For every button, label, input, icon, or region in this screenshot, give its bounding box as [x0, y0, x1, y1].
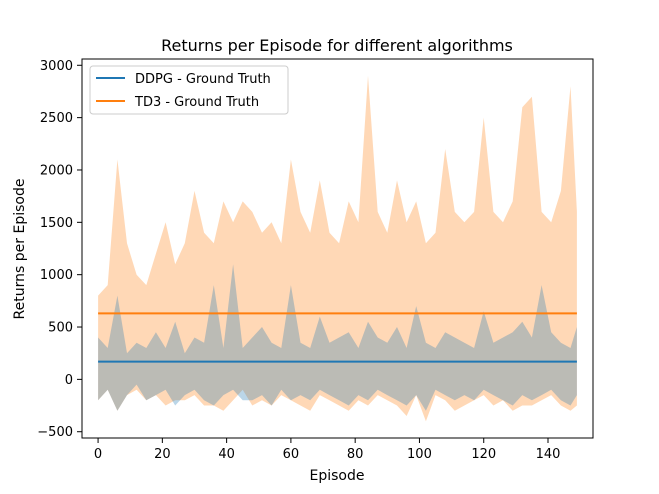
x-tick-label: 140: [536, 447, 561, 462]
y-axis-label: Returns per Episode: [12, 179, 28, 320]
y-tick-label: 0: [65, 373, 73, 388]
chart-title: Returns per Episode for different algori…: [161, 36, 513, 55]
y-tick-label: −500: [37, 425, 73, 440]
band-series-1: [98, 75, 577, 422]
x-tick-label: 40: [218, 447, 235, 462]
legend-box: [89, 65, 289, 115]
y-tick-label: 1500: [40, 216, 73, 231]
legend-label-ddpg: DDPG - Ground Truth: [135, 72, 271, 87]
plot-frame: [81, 58, 594, 439]
x-tick-label: 80: [347, 447, 364, 462]
x-tick-label: 120: [471, 447, 496, 462]
x-tick-label: 60: [283, 447, 300, 462]
series-lines: [98, 312, 577, 363]
y-tick-label: 3000: [40, 59, 73, 74]
legend: DDPG - Ground Truth TD3 - Ground Truth: [89, 65, 289, 115]
x-axis-ticks: 0 20 40 60 80 100 120 140: [94, 438, 560, 462]
x-tick-label: 0: [94, 447, 102, 462]
x-tick-label: 100: [407, 447, 432, 462]
y-tick-label: 2000: [40, 163, 73, 178]
x-tick-label: 20: [154, 447, 171, 462]
confidence-bands: [98, 75, 577, 422]
band-series-0: [98, 264, 577, 411]
legend-label-td3: TD3 - Ground Truth: [134, 95, 259, 110]
x-axis-label: Episode: [310, 468, 365, 484]
y-tick-label: 1000: [40, 268, 73, 283]
y-tick-label: 500: [48, 321, 73, 336]
y-tick-label: 2500: [40, 111, 73, 126]
y-axis-ticks: −500 0 500 1000 1500 2000 2500 3000: [37, 59, 82, 440]
